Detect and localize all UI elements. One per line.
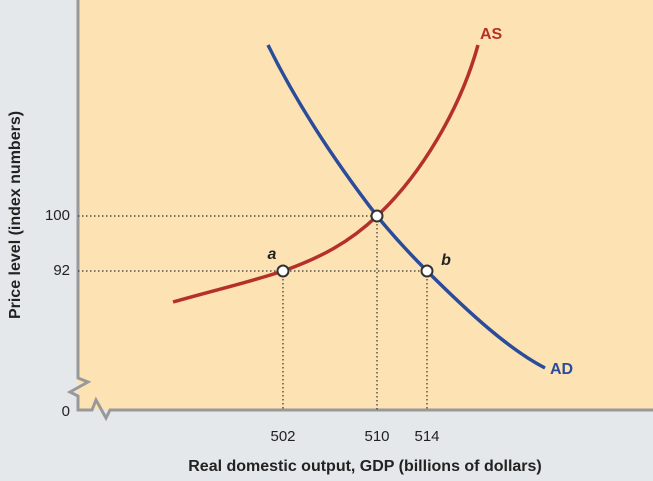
x-tick-label: 502 (270, 428, 295, 445)
curve-label: AS (480, 26, 503, 43)
y-tick-label: 0 (62, 403, 70, 420)
as-curve (172, 44, 480, 304)
point-label: b (441, 252, 451, 269)
y-axis-title: Price level (index numbers) (7, 111, 24, 319)
ad-curve (266, 44, 546, 370)
point (276, 264, 290, 278)
guide-lines (78, 215, 428, 410)
plot-area (78, 0, 653, 410)
x-tick-label: 514 (414, 428, 439, 445)
x-axis-title: Real domestic output, GDP (billions of d… (188, 458, 542, 475)
y-tick-label: 92 (53, 262, 70, 279)
y-tick-label: 100 (45, 207, 70, 224)
axes (66, 0, 653, 422)
points (276, 209, 434, 278)
point (420, 264, 434, 278)
point-label: a (268, 246, 277, 263)
curve-label: AD (550, 361, 573, 378)
x-tick-label: 510 (364, 428, 389, 445)
point (370, 209, 384, 223)
